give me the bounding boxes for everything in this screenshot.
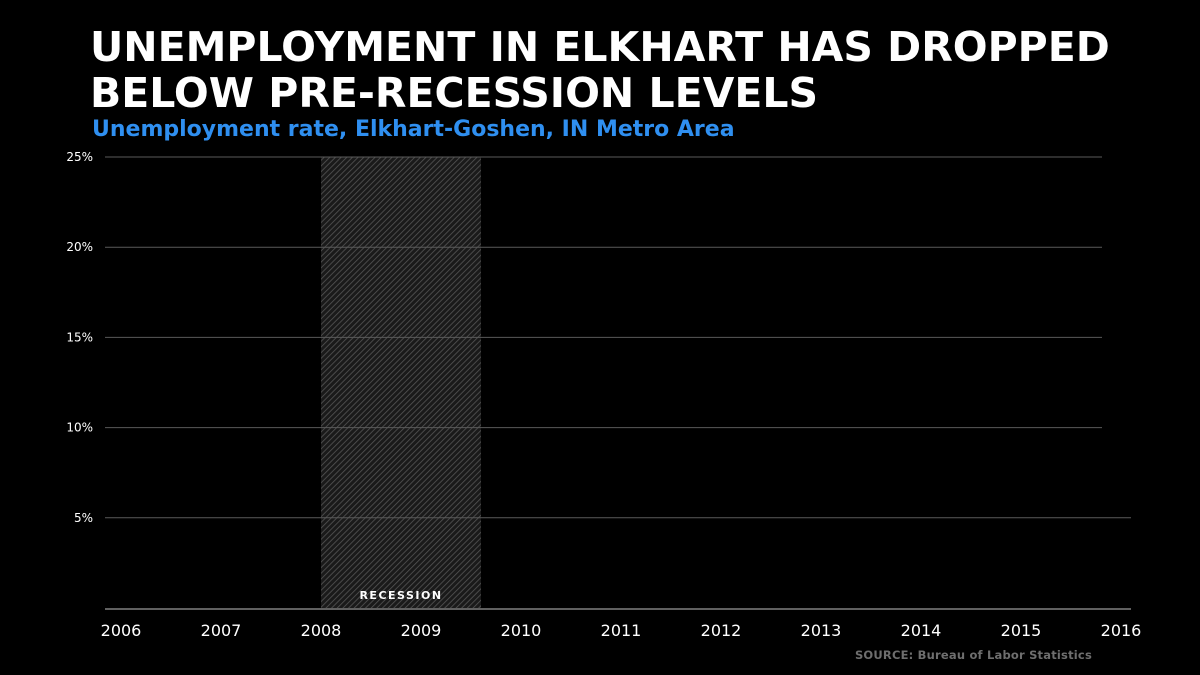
source-note: SOURCE: Bureau of Labor Statistics xyxy=(854,648,1092,662)
x-tick-label-2010: 2010 xyxy=(501,621,542,640)
y-tick-label-5: 5% xyxy=(74,511,93,525)
x-tick-label-2016: 2016 xyxy=(1101,621,1142,640)
chart-subtitle: Unemployment rate, Elkhart-Goshen, IN Me… xyxy=(92,117,735,142)
chart-title: UNEMPLOYMENT IN ELKHART HAS DROPPED BELO… xyxy=(90,23,1110,117)
y-tick-label-25: 25% xyxy=(66,150,93,164)
y-tick-label-10: 10% xyxy=(66,421,93,435)
recession-band xyxy=(321,157,481,608)
x-tick-label-2011: 2011 xyxy=(601,621,642,640)
x-tick-label-2006: 2006 xyxy=(101,621,142,640)
x-tick-label-2015: 2015 xyxy=(1001,621,1042,640)
x-tick-label-2009: 2009 xyxy=(401,621,442,640)
recession-label: RECESSION xyxy=(359,589,442,602)
y-tick-label-20: 20% xyxy=(66,240,93,254)
x-tick-label-2008: 2008 xyxy=(301,621,342,640)
x-tick-label-2014: 2014 xyxy=(901,621,942,640)
x-tick-label-2012: 2012 xyxy=(701,621,742,640)
x-tick-label-2007: 2007 xyxy=(201,621,242,640)
x-tick-label-2013: 2013 xyxy=(801,621,842,640)
y-tick-label-15: 15% xyxy=(66,330,93,344)
